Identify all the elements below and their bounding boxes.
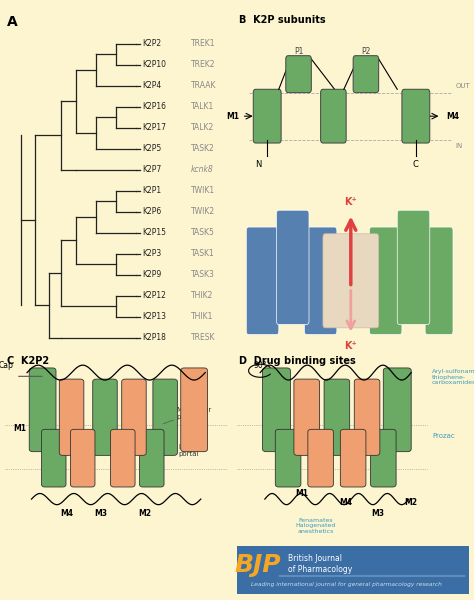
Text: TREK2: TREK2 (191, 60, 216, 69)
Text: TWIK2: TWIK2 (191, 207, 215, 216)
Text: K⁺: K⁺ (345, 341, 357, 351)
FancyBboxPatch shape (304, 227, 337, 335)
Text: K2P3: K2P3 (143, 249, 162, 258)
FancyBboxPatch shape (286, 56, 311, 92)
Text: TRAAK: TRAAK (191, 81, 217, 90)
FancyBboxPatch shape (253, 89, 281, 143)
Text: A: A (7, 16, 18, 29)
FancyBboxPatch shape (308, 430, 333, 487)
Text: TASK5: TASK5 (191, 228, 215, 237)
Text: TRESK: TRESK (191, 333, 216, 342)
Text: P1: P1 (294, 47, 303, 56)
FancyBboxPatch shape (323, 234, 379, 328)
Text: M1: M1 (14, 424, 27, 433)
Text: M4: M4 (446, 112, 459, 121)
Text: P2: P2 (361, 47, 371, 56)
Text: K2P18: K2P18 (143, 333, 166, 342)
FancyBboxPatch shape (340, 430, 366, 487)
FancyBboxPatch shape (246, 227, 279, 335)
Text: C  K2P2: C K2P2 (7, 356, 49, 366)
FancyBboxPatch shape (397, 210, 430, 325)
Text: K2P6: K2P6 (143, 207, 162, 216)
FancyBboxPatch shape (383, 368, 411, 452)
Text: K2P15: K2P15 (143, 228, 166, 237)
FancyBboxPatch shape (237, 546, 469, 594)
Text: BJP: BJP (235, 553, 281, 577)
Text: OUT: OUT (456, 83, 470, 89)
Text: C: C (413, 160, 419, 169)
FancyBboxPatch shape (353, 56, 379, 92)
FancyBboxPatch shape (320, 89, 346, 143)
Text: K2P17: K2P17 (143, 123, 166, 132)
Text: Fenamates
Halogenated
anesthetics: Fenamates Halogenated anesthetics (296, 518, 336, 534)
FancyBboxPatch shape (153, 379, 177, 455)
FancyBboxPatch shape (59, 379, 84, 455)
FancyBboxPatch shape (122, 379, 146, 455)
Text: M3: M3 (372, 509, 385, 518)
Text: M4: M4 (339, 498, 352, 507)
Text: M1: M1 (226, 112, 239, 121)
Text: B  K2P subunits: B K2P subunits (239, 16, 326, 25)
FancyBboxPatch shape (371, 430, 396, 487)
Text: Aryl-sulfonamides
thiophene-
carboxamides: Aryl-sulfonamides thiophene- carboxamide… (432, 369, 474, 385)
Text: Cap: Cap (0, 361, 14, 370)
Text: TASK3: TASK3 (191, 270, 215, 279)
FancyBboxPatch shape (276, 210, 309, 325)
FancyBboxPatch shape (354, 379, 380, 455)
Text: TASK1: TASK1 (191, 249, 215, 258)
Text: M1: M1 (295, 489, 308, 498)
Text: K⁺: K⁺ (345, 197, 357, 207)
Text: M3: M3 (94, 509, 107, 518)
Text: TASK2: TASK2 (191, 144, 215, 153)
FancyBboxPatch shape (369, 227, 402, 335)
FancyBboxPatch shape (93, 379, 117, 455)
Text: K2P16: K2P16 (143, 102, 166, 111)
Text: Leading international journal for general pharmacology research: Leading international journal for genera… (251, 582, 442, 587)
Text: K2P4: K2P4 (143, 81, 162, 90)
FancyBboxPatch shape (29, 368, 56, 452)
FancyBboxPatch shape (42, 430, 66, 487)
Text: K2P2: K2P2 (143, 39, 162, 48)
Text: TALK1: TALK1 (191, 102, 214, 111)
Text: TALK2: TALK2 (191, 123, 214, 132)
FancyBboxPatch shape (71, 430, 95, 487)
FancyBboxPatch shape (425, 227, 453, 335)
Text: N: N (255, 160, 261, 169)
Text: Prozac: Prozac (432, 433, 455, 439)
Text: THIK1: THIK1 (191, 312, 213, 321)
Text: K2P1: K2P1 (143, 186, 162, 195)
Text: British Journal: British Journal (288, 554, 342, 563)
Text: IN: IN (456, 143, 463, 149)
Text: M2: M2 (138, 509, 151, 518)
FancyBboxPatch shape (275, 430, 301, 487)
Text: K2P10: K2P10 (143, 60, 166, 69)
FancyBboxPatch shape (294, 379, 319, 455)
Text: of Pharmacology: of Pharmacology (288, 565, 352, 574)
Text: THIK2: THIK2 (191, 291, 213, 300)
FancyBboxPatch shape (402, 89, 430, 143)
Text: 90°: 90° (254, 361, 267, 370)
Text: M2: M2 (404, 498, 417, 507)
FancyBboxPatch shape (110, 430, 135, 487)
Text: Lateral
portal: Lateral portal (179, 444, 203, 457)
FancyBboxPatch shape (263, 368, 291, 452)
Text: K2P12: K2P12 (143, 291, 166, 300)
Text: Modulator
pocket: Modulator pocket (176, 407, 211, 420)
FancyBboxPatch shape (181, 368, 208, 452)
Text: K2P7: K2P7 (143, 165, 162, 174)
Text: kcnk8: kcnk8 (191, 165, 214, 174)
Text: K2P9: K2P9 (143, 270, 162, 279)
FancyBboxPatch shape (139, 430, 164, 487)
FancyBboxPatch shape (324, 379, 350, 455)
Text: K2P13: K2P13 (143, 312, 166, 321)
Text: TWIK1: TWIK1 (191, 186, 215, 195)
Text: D  Drug binding sites: D Drug binding sites (239, 356, 356, 366)
Text: K2P5: K2P5 (143, 144, 162, 153)
Text: TREK1: TREK1 (191, 39, 216, 48)
Text: M4: M4 (60, 509, 73, 518)
